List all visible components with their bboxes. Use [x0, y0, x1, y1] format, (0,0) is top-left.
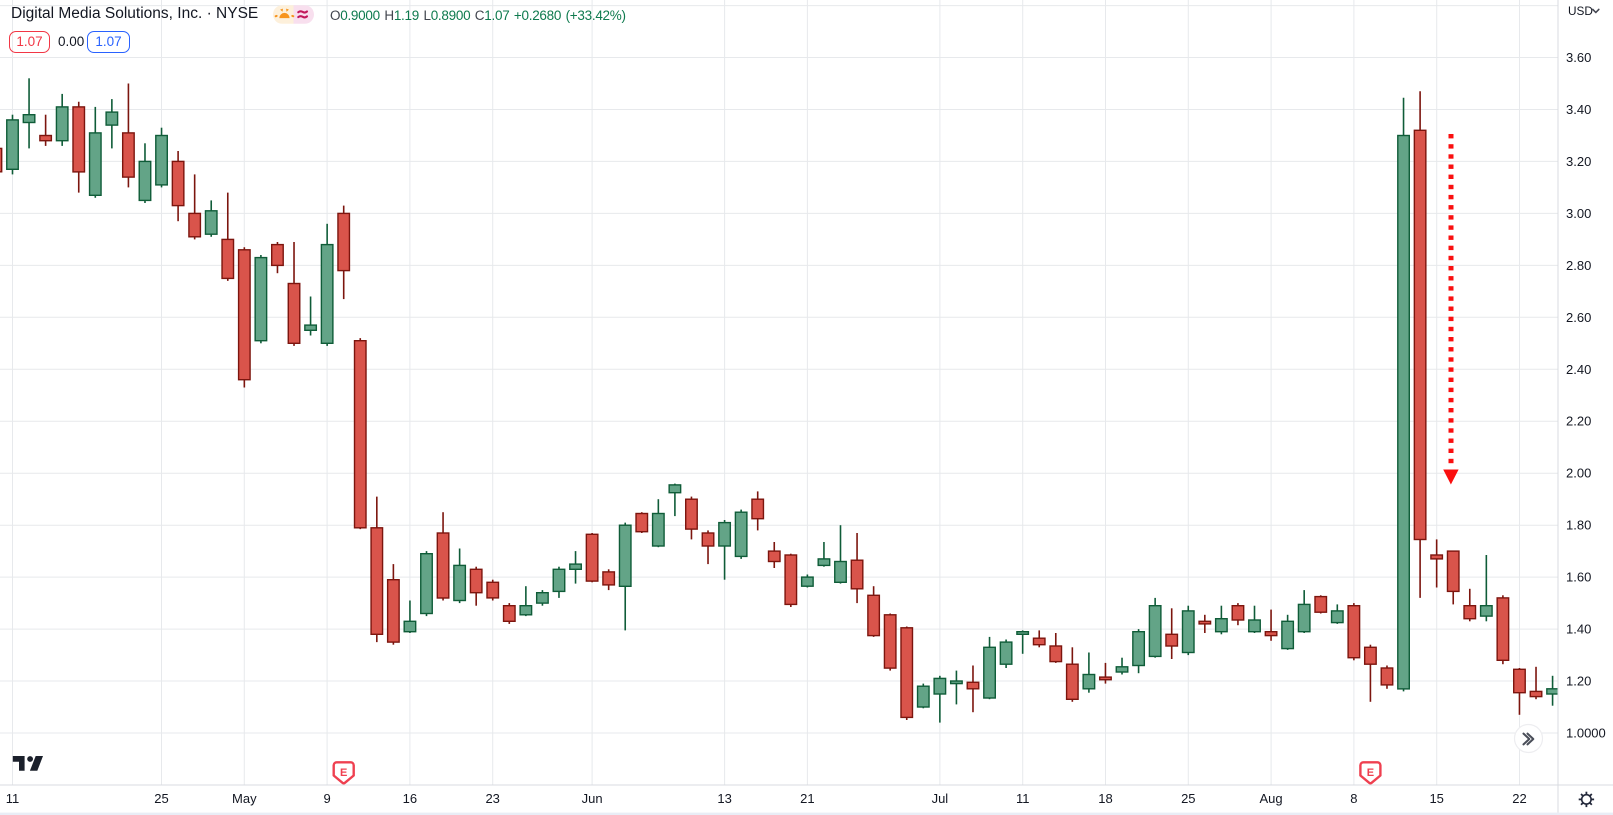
svg-text:16: 16: [403, 791, 417, 806]
svg-text:USD: USD: [1568, 4, 1593, 18]
svg-text:21: 21: [800, 791, 814, 806]
svg-text:13: 13: [717, 791, 731, 806]
svg-text:2.40: 2.40: [1566, 362, 1591, 377]
svg-text:2.20: 2.20: [1566, 414, 1591, 429]
svg-text:1.80: 1.80: [1566, 518, 1591, 533]
svg-text:1.0000: 1.0000: [1566, 726, 1606, 741]
svg-text:1.60: 1.60: [1566, 570, 1591, 585]
svg-text:E: E: [340, 767, 347, 779]
svg-text:2.00: 2.00: [1566, 466, 1591, 481]
svg-text:Jul: Jul: [932, 791, 949, 806]
svg-text:25: 25: [1181, 791, 1195, 806]
svg-text:25: 25: [154, 791, 168, 806]
svg-text:8: 8: [1350, 791, 1357, 806]
svg-text:2.80: 2.80: [1566, 258, 1591, 273]
svg-text:22: 22: [1512, 791, 1526, 806]
svg-text:3.40: 3.40: [1566, 102, 1591, 117]
svg-text:11: 11: [6, 791, 20, 806]
svg-text:Jun: Jun: [582, 791, 603, 806]
svg-text:May: May: [232, 791, 257, 806]
svg-text:23: 23: [485, 791, 499, 806]
svg-text:11: 11: [1016, 791, 1030, 806]
svg-text:2.60: 2.60: [1566, 310, 1591, 325]
svg-text:E: E: [1367, 767, 1374, 779]
svg-text:18: 18: [1098, 791, 1112, 806]
svg-text:1.40: 1.40: [1566, 622, 1591, 637]
svg-text:15: 15: [1429, 791, 1443, 806]
svg-text:3.60: 3.60: [1566, 50, 1591, 65]
svg-text:9: 9: [323, 791, 330, 806]
svg-text:3.20: 3.20: [1566, 154, 1591, 169]
svg-text:1.20: 1.20: [1566, 674, 1591, 689]
svg-text:Aug: Aug: [1260, 791, 1283, 806]
svg-text:3.00: 3.00: [1566, 206, 1591, 221]
